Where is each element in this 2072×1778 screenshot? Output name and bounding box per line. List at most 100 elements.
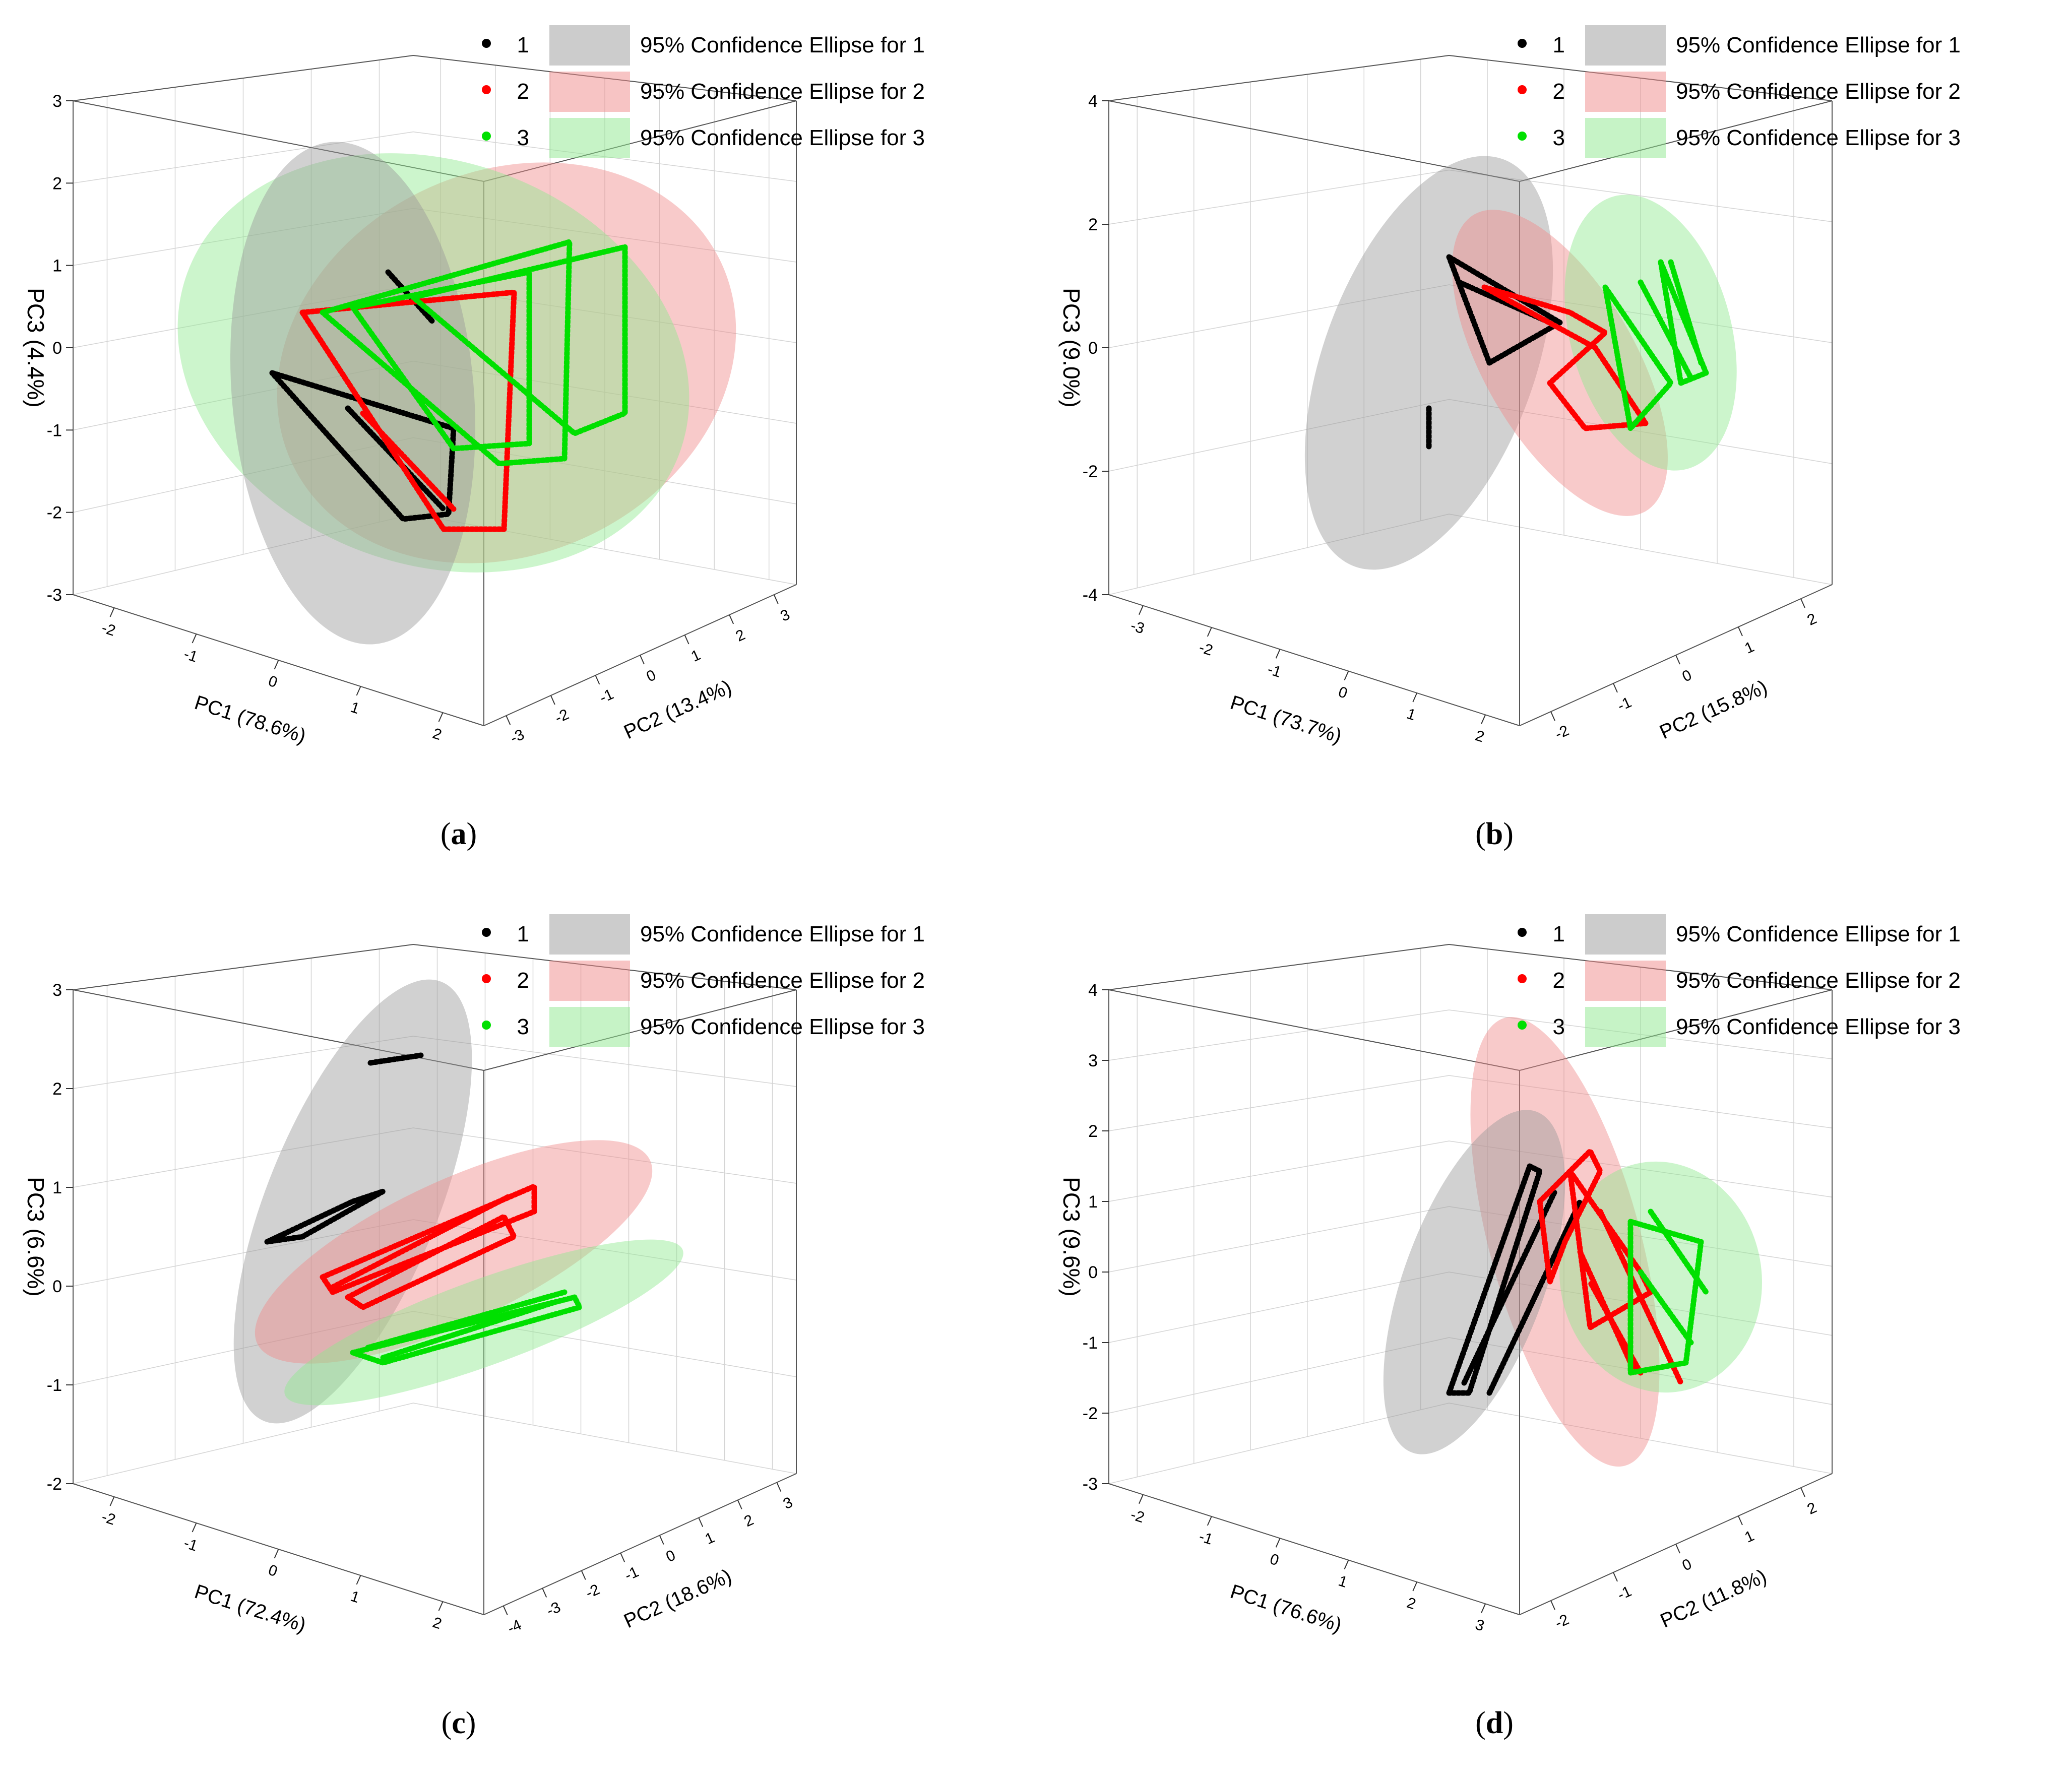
grid-line [1108,1140,1833,1202]
z-tick-label: 1 [52,1178,62,1197]
y-tick-label: 3 [778,606,792,625]
y-tick [550,695,555,705]
z-tick-label: -1 [1083,1334,1098,1353]
series-points-2 [299,289,517,532]
legend-series-label: 1 [1553,922,1565,946]
legend-ellipse-swatch-2 [1585,961,1666,1001]
legend-marker-1 [1518,39,1527,48]
z-tick-label: 1 [1088,1192,1098,1212]
y-tick-label: -2 [552,706,572,727]
legend-ellipse-swatch-1 [549,25,630,66]
legend-marker-3 [482,132,491,141]
legend-ellipse-swatch-1 [1585,914,1666,955]
series-points-3 [1602,284,1674,431]
x-tick-label: 0 [1336,683,1349,702]
legend-ellipse-swatch-3 [1585,118,1666,158]
y-axis: -2 -1 0 1 2 PC2 (15.8%) [1550,598,1819,743]
y-tick [684,634,689,645]
z-tick-label: 0 [1088,1263,1098,1282]
y-tick [729,614,734,624]
legend-ellipse-swatch-3 [549,118,630,158]
grid-line [1108,1206,1833,1273]
legend-marker-2 [1518,974,1527,983]
x-tick-label: 1 [1405,706,1418,724]
z-tick-label: 4 [1088,981,1098,1000]
y-axis-label: PC2 (15.8%) [1656,676,1771,743]
x-tick [1139,605,1144,615]
series-points-3 [320,239,573,467]
legend-series-label: 3 [517,1014,529,1039]
y-axis: -3 -2 -1 0 1 2 3 PC2 (13.4%) [506,594,792,747]
z-tick-label: -2 [1083,462,1098,481]
legend-ellipse-swatch-3 [549,1007,630,1047]
z-tick-label: -3 [47,586,62,605]
series-points-1 [1486,1198,1583,1396]
y-tick [659,1535,664,1545]
y-tick [1800,1487,1805,1497]
z-tick-label: -1 [47,1376,62,1395]
chart-panel-a: -3 -2 -1 0 1 2 3 PC3 (4.4%) -2 -1 0 1 2 PC1 (78.6%) -3… [23,25,925,747]
x-tick [1412,1581,1418,1592]
y-tick [1550,711,1555,721]
grid-line [73,1127,797,1188]
legend-ellipse-label: 95% Confidence Ellipse for 1 [640,33,925,57]
x-tick [1481,1603,1486,1613]
x-tick-label: -2 [1128,1506,1146,1527]
legend-ellipse-swatch-1 [549,914,630,955]
z-tick-label: 3 [1088,1051,1098,1070]
z-axis-label: PC3 (9.6%) [1058,1177,1085,1297]
legend-ellipse-label: 95% Confidence Ellipse for 3 [640,125,925,150]
panel-caption-letter: a [451,817,467,851]
confidence-ellipse-3 [177,153,689,573]
y-tick-label: 2 [741,1511,756,1530]
y-tick [1800,598,1805,608]
x-tick [438,712,444,722]
x-tick [1412,692,1418,703]
legend-ellipse-label: 95% Confidence Ellipse for 1 [640,922,925,946]
z-tick-label: 3 [52,981,62,1000]
y-tick [640,655,645,665]
grid-line [1108,1337,1833,1414]
x-tick [109,1496,115,1506]
grid-line [1108,1075,1833,1131]
legend-series-label: 2 [1553,79,1565,104]
grid-line [73,360,797,431]
y-tick [737,1500,742,1509]
y-tick-label: 2 [1805,610,1819,629]
z-tick-label: -2 [47,503,62,523]
series-points-3 [365,1289,568,1351]
y-tick [503,1606,508,1615]
x-tick-label: -3 [1128,617,1146,638]
legend-marker-1 [482,928,491,937]
series-points-1 [1461,1188,1558,1386]
chart-panel-c: -2 -1 0 1 2 3 PC3 (6.6%) -2 -1 0 1 2 PC1 (72.4%) -4 -3… [23,914,925,1637]
panel-caption: (b) [1475,817,1514,851]
series-points-2 [1597,1209,1684,1386]
series-points-3 [1627,1219,1704,1376]
y-tick-label: -1 [622,1563,641,1584]
y-tick-label: 0 [1680,1556,1694,1574]
axis-edge [1108,1483,1520,1615]
z-tick-label: 2 [52,174,62,193]
series-points-1 [1446,254,1563,366]
legend-ellipse-swatch-2 [549,961,630,1001]
axis-edge [483,1473,797,1615]
x-tick [438,1601,444,1611]
y-tick-label: -1 [1615,1583,1634,1604]
z-tick-label: 4 [1088,92,1098,111]
legend-series-label: 3 [1553,1014,1565,1039]
grid-line [73,208,797,266]
legend-marker-2 [482,85,491,94]
x-tick-label: 3 [1473,1616,1486,1635]
x-tick-label: -2 [100,619,117,640]
z-axis-label: PC3 (4.4%) [23,288,49,408]
legend-series-label: 1 [1553,33,1565,57]
axis-edge [73,100,484,182]
y-tick-label: 0 [663,1547,678,1565]
y-tick-label: 1 [1742,1528,1757,1546]
y-tick-label: 2 [1805,1499,1819,1518]
x-tick-label: 2 [430,1614,444,1633]
x-tick-label: 0 [266,673,279,691]
